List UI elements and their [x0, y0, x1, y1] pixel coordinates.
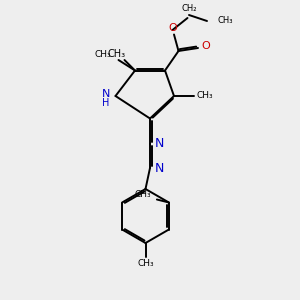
Text: CH₃: CH₃ — [218, 16, 233, 26]
Text: N: N — [102, 89, 110, 100]
Text: CH₃: CH₃ — [108, 49, 126, 59]
Text: H: H — [102, 98, 110, 109]
Text: CH₂: CH₂ — [181, 4, 197, 14]
Text: N: N — [154, 137, 164, 151]
Text: O: O — [201, 41, 210, 52]
Text: N: N — [154, 161, 164, 175]
Text: CH₃: CH₃ — [94, 50, 111, 58]
Text: CH₃: CH₃ — [137, 260, 154, 268]
Text: O: O — [168, 23, 177, 33]
Text: CH₃: CH₃ — [134, 190, 151, 199]
Text: CH₃: CH₃ — [196, 92, 213, 100]
